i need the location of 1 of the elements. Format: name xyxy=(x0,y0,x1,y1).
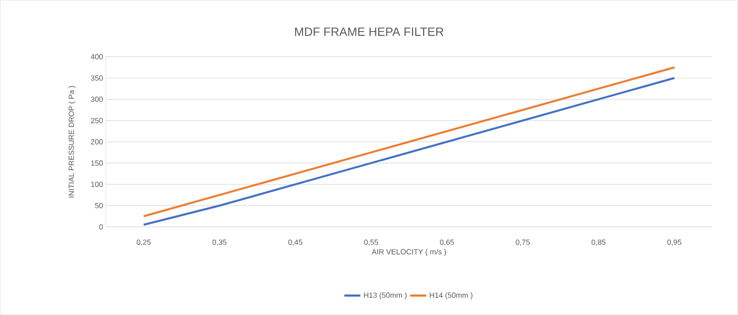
chart-title: MDF FRAME HEPA FILTER xyxy=(295,28,444,36)
